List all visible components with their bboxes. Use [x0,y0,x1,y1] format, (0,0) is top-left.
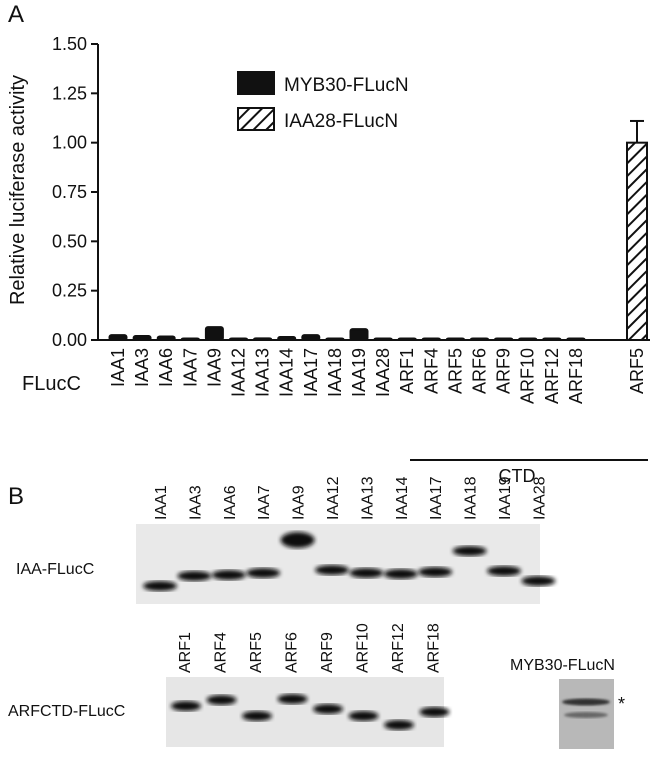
y-axis-label: Relative luciferase activity [7,75,29,305]
y-tick-label: 0.75 [52,182,87,202]
panel-a-label: A [8,1,24,28]
x-tick-label: ARF9 [494,348,514,394]
x-tick-label: IAA28 [373,348,393,397]
x-tick-label: ARF5 [445,348,465,394]
myb-blot-label: MYB30-FLucN [510,657,615,674]
x-tick-label: IAA19 [349,348,369,397]
x-tick-label: IAA9 [204,348,224,387]
ctd-label: CTD [499,466,536,486]
bar-MYB30-FLucN-IAA19 [349,328,369,342]
x-tick-label: IAA7 [180,348,200,387]
x-tick-label: IAA1 [108,348,128,387]
x-tick-label: IAA18 [325,348,345,397]
lane-label: IAA3 [187,485,204,520]
arf-blot-label: ARFCTD-FLucC [8,703,125,720]
x-tick-label: IAA3 [132,348,152,387]
lane-label: IAA13 [359,476,376,520]
myb-asterisk: * [618,694,625,714]
lane-label: IAA14 [394,476,411,520]
x-tick-label: ARF10 [518,348,538,404]
legend-swatch-MYB30-FLucN [237,71,275,95]
arf-blot [166,677,450,747]
lane-label: ARF1 [177,632,194,673]
y-tick-label: 0.00 [52,330,87,350]
legend: MYB30-FLucN IAA28-FLucN [237,71,409,132]
iaa-blot [136,524,556,604]
x-tick-label: ARF12 [542,348,562,404]
myb-blot [559,679,614,749]
y-tick-label: 0.50 [52,231,87,251]
arf-lane-labels: ARF1 ARF4 ARF5 ARF6 ARF9 ARF10 ARF12 ARF18 [177,623,443,673]
x-tick-label: ARF1 [397,348,417,394]
y-tick-label: 0.25 [52,281,87,301]
lane-label: ARF4 [213,632,230,673]
x-tick-label: IAA6 [156,348,176,387]
lane-label: IAA6 [222,485,239,520]
lane-label: IAA19 [497,476,514,520]
lane-label: ARF5 [248,632,265,673]
lane-label: IAA17 [428,476,445,520]
x-tick-label: ARF18 [566,348,586,404]
lane-label: ARF10 [355,623,372,673]
lane-label: IAA12 [325,476,342,520]
lane-label: ARF6 [284,632,301,673]
ctd-bracket: CTD [410,459,648,486]
legend-swatch-IAA28-FLucN [237,107,275,131]
x-axis: IAA1 IAA3 IAA6 IAA7 IAA9 IAA12 IAA13 IAA14 IAA17… [98,339,650,404]
x-tick-label: ARF4 [421,348,441,394]
legend-label: IAA28-FLucN [284,111,398,132]
y-tick-label: 1.50 [52,34,87,54]
x-tick-label: IAA13 [253,348,273,397]
lane-label: ARF18 [426,623,443,673]
y-tick-label: 1.00 [52,133,87,153]
lane-label: IAA28 [531,476,548,520]
panel-b-label: B [8,483,24,510]
y-axis: 0.00 0.25 0.50 0.75 1.00 1.25 1.50 [52,34,99,350]
y-tick-label: 1.25 [52,83,87,103]
bar-IAA28-FLucN-ARF5 [626,141,648,341]
lane-label: ARF12 [390,623,407,673]
lane-label: IAA18 [463,476,480,520]
x-tick-label: IAA14 [277,348,297,397]
x-tick-label: ARF5 [627,348,647,394]
x-tick-label: ARF6 [470,348,490,394]
lane-label: IAA9 [291,485,308,520]
iaa-blot-label: IAA-FLucC [16,561,94,578]
iaa-lane-labels: IAA1 IAA3 IAA6 IAA7 IAA9 IAA12 IAA13 IAA14 IAA17… [153,476,548,520]
lane-label: IAA1 [153,485,170,520]
legend-label: MYB30-FLucN [284,75,409,96]
lane-label: ARF9 [319,632,336,673]
x-tick-label: IAA12 [229,348,249,397]
lane-label: IAA7 [256,485,273,520]
row-label-flucc: FLucC [22,373,81,395]
bar-MYB30-FLucN-IAA9 [204,326,224,342]
bars [108,119,648,342]
x-tick-label: IAA17 [301,348,321,397]
